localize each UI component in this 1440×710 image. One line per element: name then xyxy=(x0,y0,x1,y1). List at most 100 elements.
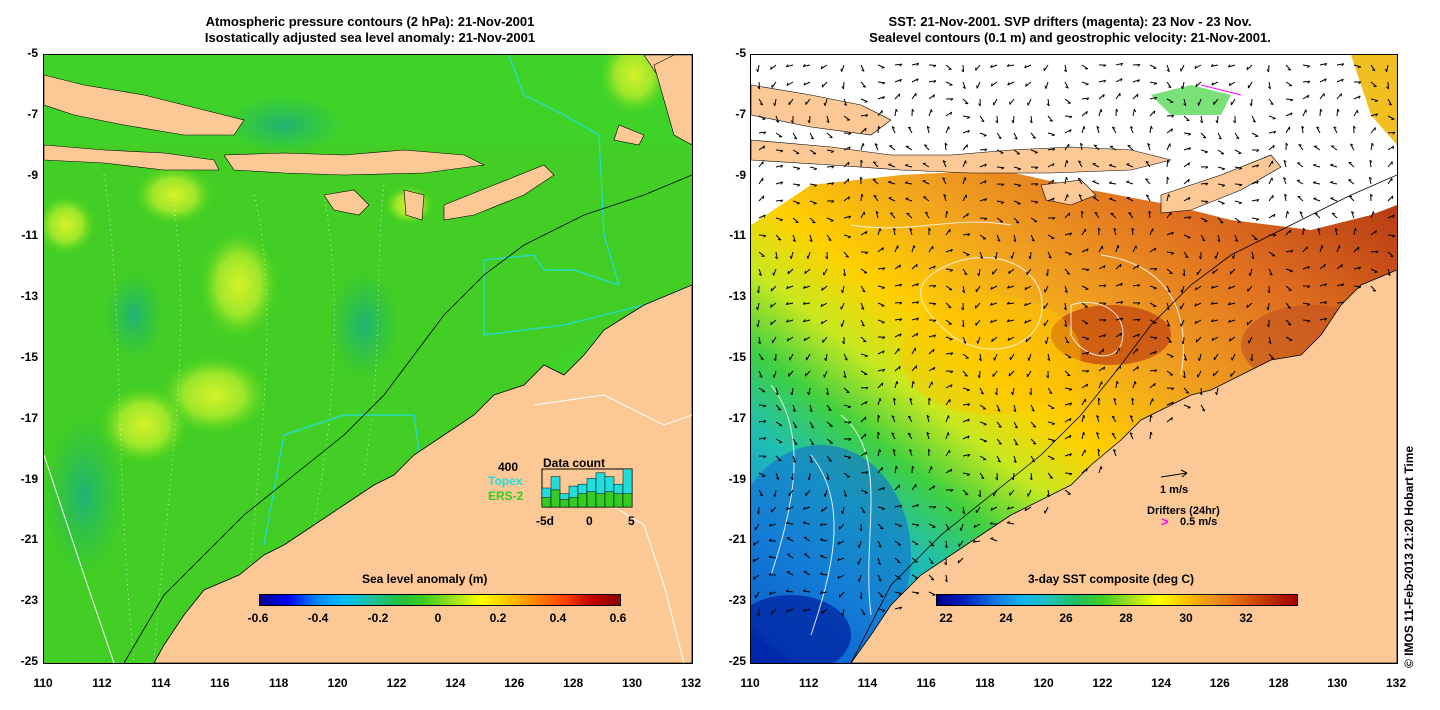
velocity-arrow-head xyxy=(983,423,987,426)
velocity-arrow xyxy=(1353,64,1361,68)
velocity-arrow-head xyxy=(1194,65,1197,69)
velocity-arrow xyxy=(911,484,917,491)
velocity-arrow-head xyxy=(1324,317,1328,321)
velocity-arrow xyxy=(923,144,930,151)
velocity-arrow xyxy=(1047,148,1055,151)
velocity-arrow-head xyxy=(1086,370,1090,373)
velocity-arrow-head xyxy=(1201,409,1206,412)
velocity-arrow xyxy=(962,268,968,275)
velocity-arrow-head xyxy=(1017,184,1022,188)
velocity-arrow xyxy=(1196,336,1202,343)
velocity-arrow xyxy=(1370,64,1376,71)
left-x-tick: 128 xyxy=(563,676,584,690)
velocity-arrow xyxy=(928,540,935,547)
velocity-arrow-head xyxy=(1249,103,1252,107)
velocity-arrow-head xyxy=(1227,64,1231,68)
velocity-arrow xyxy=(976,81,981,89)
velocity-arrow xyxy=(1319,108,1321,117)
velocity-arrow-head xyxy=(755,306,759,311)
velocity-arrow xyxy=(775,438,783,443)
velocity-arrow-head xyxy=(841,612,844,617)
velocity-arrow xyxy=(907,415,913,423)
velocity-arrow xyxy=(962,336,967,344)
velocity-arrow-head xyxy=(1024,302,1027,306)
velocity-arrow-head xyxy=(1109,163,1113,166)
velocity-arrow xyxy=(820,591,828,594)
velocity-arrow-head xyxy=(810,137,814,140)
velocity-arrow-head xyxy=(762,118,766,120)
velocity-arrow xyxy=(1297,162,1304,168)
velocity-arrow xyxy=(1097,397,1100,406)
velocity-arrow-head xyxy=(882,96,886,100)
velocity-arrow-head xyxy=(1375,250,1379,254)
velocity-arrow-head xyxy=(959,527,962,531)
velocity-arrow xyxy=(1370,81,1377,87)
velocity-arrow xyxy=(757,302,760,310)
velocity-arrow xyxy=(962,160,967,168)
velocity-arrow-head xyxy=(862,86,866,88)
velocity-arrow xyxy=(860,143,864,151)
velocity-arrow xyxy=(1098,334,1106,338)
velocity-arrow-head xyxy=(967,130,970,134)
velocity-arrow-head xyxy=(899,264,902,268)
velocity-arrow xyxy=(1064,353,1072,358)
velocity-arrow xyxy=(945,285,953,291)
velocity-arrow-head xyxy=(1210,319,1214,322)
drifter-marker: > xyxy=(1161,514,1169,529)
velocity-arrow-head xyxy=(843,494,847,497)
right-y-tick: -11 xyxy=(729,228,746,243)
velocity-arrow-head xyxy=(981,477,985,480)
velocity-arrow-head xyxy=(1078,160,1082,163)
velocity-arrow-head xyxy=(966,389,970,392)
velocity-arrow-head xyxy=(1220,221,1224,224)
velocity-arrow-head xyxy=(1215,391,1218,396)
velocity-arrow xyxy=(1183,234,1191,238)
velocity-arrow xyxy=(1047,163,1055,168)
velocity-arrow xyxy=(979,115,985,122)
velocity-arrow xyxy=(1081,432,1084,440)
velocity-arrow-head xyxy=(837,557,840,561)
velocity-arrow-head xyxy=(820,554,824,557)
velocity-arrow xyxy=(911,263,918,270)
velocity-arrow xyxy=(758,387,766,393)
velocity-arrow xyxy=(962,506,966,514)
velocity-arrow-head xyxy=(763,214,766,218)
left-y-tick: -17 xyxy=(20,410,38,425)
velocity-arrow xyxy=(842,285,845,293)
velocity-arrow xyxy=(786,537,794,542)
velocity-arrow-head xyxy=(862,290,866,293)
bali-lombok-island xyxy=(44,144,220,171)
velocity-arrow xyxy=(1330,145,1338,151)
velocity-arrow-head xyxy=(1341,63,1345,67)
velocity-arrow xyxy=(769,591,777,595)
velocity-arrow-head xyxy=(810,443,815,446)
velocity-arrow xyxy=(1092,196,1100,202)
velocity-arrow xyxy=(977,336,981,344)
inset-max-label: 400 xyxy=(498,460,519,474)
velocity-arrow-head xyxy=(1126,163,1130,165)
velocity-arrow xyxy=(905,145,913,151)
velocity-arrow xyxy=(1081,111,1088,117)
inset-bar-ers2 xyxy=(568,497,579,508)
velocity-arrow-head xyxy=(1131,397,1135,401)
velocity-scale-arrow xyxy=(1160,469,1188,478)
velocity-arrow-head xyxy=(789,255,792,259)
velocity-arrow xyxy=(1216,387,1219,395)
velocity-arrow xyxy=(1234,132,1240,140)
velocity-arrow xyxy=(877,467,883,474)
velocity-arrow-head xyxy=(977,272,980,277)
velocity-arrow xyxy=(808,387,811,395)
velocity-arrow xyxy=(1285,302,1291,309)
velocity-arrow-head xyxy=(837,541,840,545)
velocity-arrow-head xyxy=(1052,197,1055,201)
velocity-arrow xyxy=(758,234,767,237)
velocity-arrow-head xyxy=(819,538,824,541)
velocity-arrow xyxy=(1081,351,1089,355)
velocity-arrow-head xyxy=(877,562,881,565)
velocity-arrow-head xyxy=(928,448,931,452)
inset-bar-ers2 xyxy=(622,493,633,508)
velocity-arrow xyxy=(1183,115,1190,121)
velocity-arrow-head xyxy=(1027,357,1030,361)
velocity-arrow xyxy=(1064,302,1067,310)
velocity-arrow xyxy=(1200,404,1206,412)
